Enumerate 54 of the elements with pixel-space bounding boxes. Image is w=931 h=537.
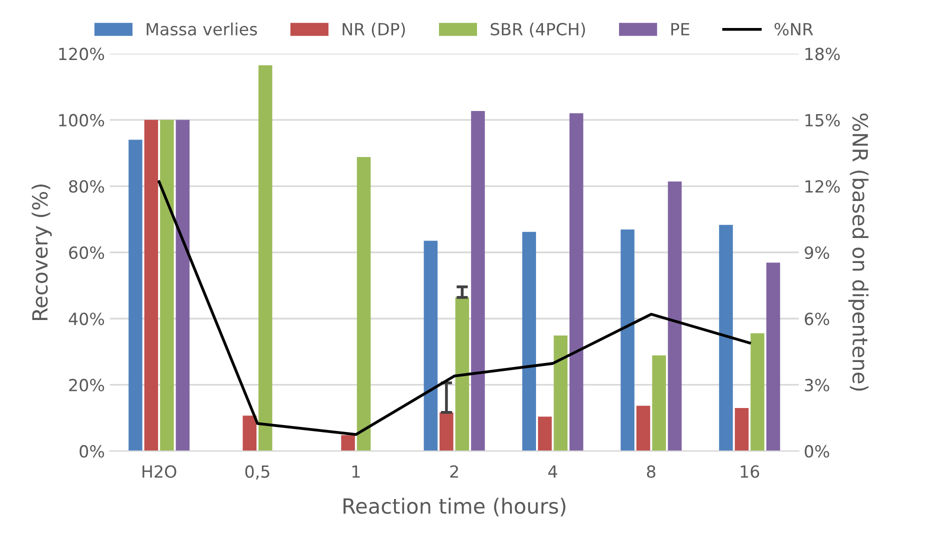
y-tick-label: 40% [68,312,104,326]
y-tick-label: 20% [69,378,104,392]
y2-tick-label: 18% [805,48,840,60]
bar [620,230,634,452]
bar [144,120,158,452]
y2-tick-label: 0% [804,445,830,458]
bar [719,224,733,452]
x-tick-label: 2 [450,465,458,478]
x-tick-label: 0,5 [245,465,270,480]
x-tick-label: H2O [142,465,176,478]
y-tick-label: 0% [80,445,104,458]
y2-tick-label: 3% [804,378,830,392]
bar [538,416,552,452]
bar [176,120,190,452]
legend-label: Massa verlies [146,22,257,36]
x-axis-title: Reaction time (hours) [344,498,566,516]
legend-label: NR (DP) [342,22,405,38]
y2-tick-label: 6% [804,312,830,326]
bar [652,355,666,452]
bar [734,408,749,452]
x-tick-label: 1 [352,465,360,478]
x-tick-label: 4 [548,465,558,478]
bar [522,232,536,452]
y2-tick-label: 9% [804,246,830,259]
bar [356,157,371,452]
bar [636,406,650,452]
legend-label: SBR (4PCH) [490,22,585,38]
legend-label: %NR [774,22,814,36]
bar [455,297,470,452]
line-series [158,180,751,436]
x-tick-label: 8 [646,465,656,478]
x-tick-label: 16 [740,465,760,478]
bar [766,262,780,452]
bar [128,140,142,452]
bar [258,65,272,452]
y2-axis-title: %NR (based on dipentene) [848,113,868,391]
bar [242,416,257,452]
y-tick-label: 60% [69,246,104,259]
y-axis-title: Recovery (%) [32,184,52,320]
y-tick-label: 120% [59,48,104,60]
y2-tick-label: 15% [805,114,840,126]
bar [569,113,584,452]
bar [424,240,438,452]
bar [341,435,355,452]
bar [554,336,568,452]
bar [440,412,454,452]
bar [471,110,485,452]
y2-tick-label: 12% [805,180,840,193]
bar [668,182,682,452]
y-tick-label: 100% [59,114,104,126]
bar [750,333,764,452]
bar [160,120,174,452]
y-tick-label: 80% [69,180,104,193]
legend-label: PE [671,23,690,36]
